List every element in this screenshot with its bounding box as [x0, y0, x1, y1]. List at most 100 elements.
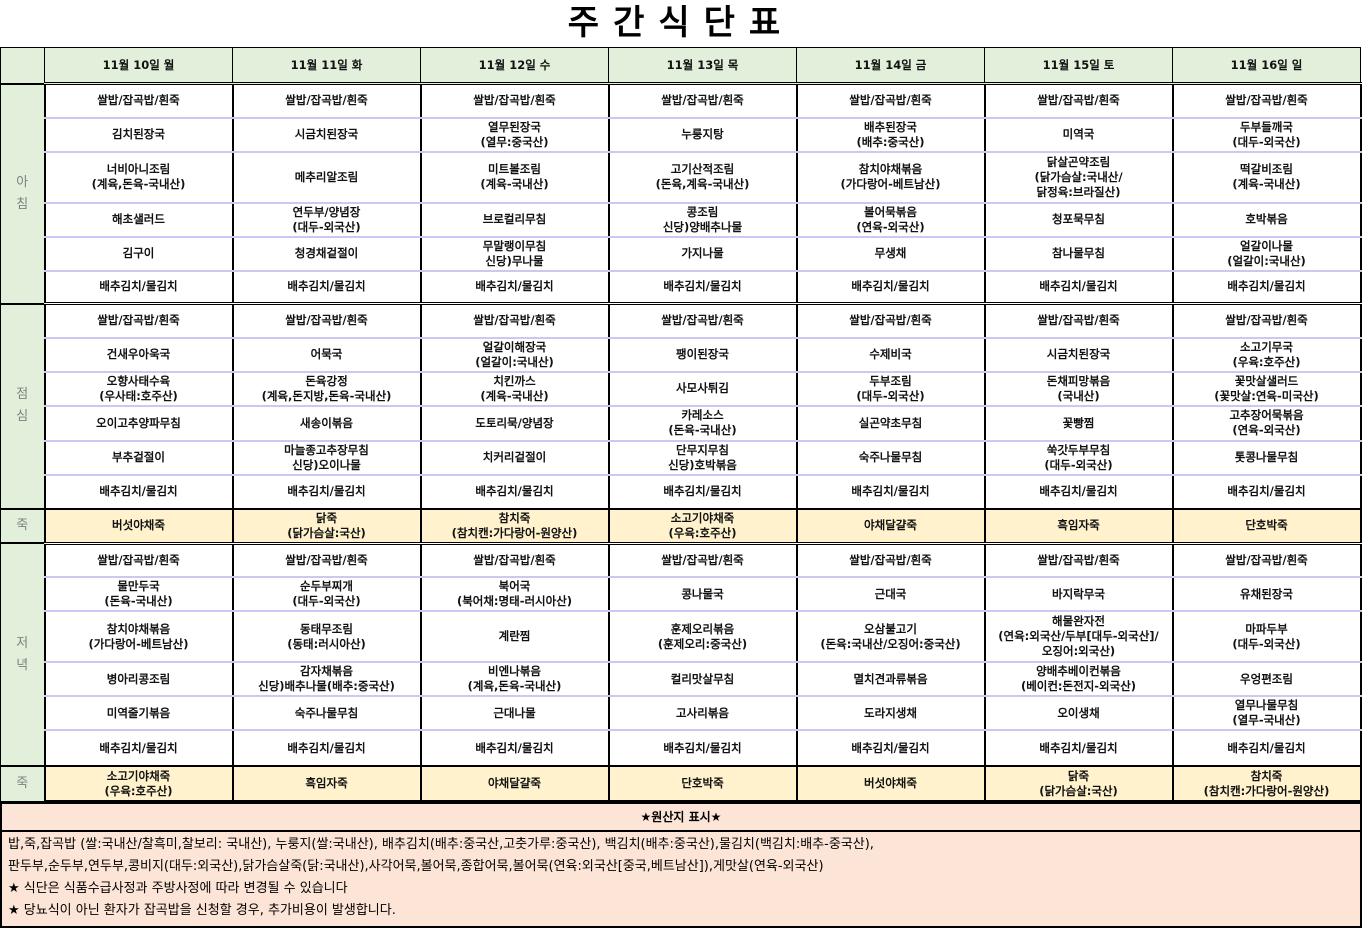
- menu-row: 김치된장국 시금치된장국 열무된장국 (열무:중국산) 누룽지탕 배추된장국 (배추:중…: [1, 117, 1362, 153]
- menu-cell: 근대국: [795, 577, 986, 612]
- day-header: 11월 16일 일: [1172, 47, 1361, 84]
- menu-row: 오이고추양파무침 새송이볶음 도토리묵/양념장 카레소스 (돈육-국내산) 실곤약초무침…: [1, 405, 1362, 442]
- menu-cell: 오이생채: [983, 696, 1174, 731]
- menu-cell: 꽃맛살샐러드 (꽃맛살:연육-미국산): [1171, 371, 1362, 407]
- menu-cell: 쌀밥/잡곡밥/흰죽: [607, 82, 798, 119]
- menu-cell: 쌀밥/잡곡밥/흰죽: [795, 302, 986, 339]
- menu-cell: 쑥갓두부무침 (대두-외국산): [983, 440, 1174, 476]
- menu-cell: 건새우아욱국: [43, 337, 234, 373]
- menu-cell: 배추김치/물김치: [231, 270, 422, 305]
- menu-cell: 배추김치/물김치: [231, 474, 422, 510]
- menu-cell: 고기산적조림 (돈육,계육-국내산): [607, 151, 798, 204]
- menu-cell: 숙주나물무침: [795, 440, 986, 476]
- menu-cell: 해초샐러드: [43, 202, 234, 238]
- menu-cell: 돈채피망볶음 (국내산): [983, 371, 1174, 407]
- menu-cell: 배추김치/물김치: [983, 474, 1174, 510]
- menu-cell: 오향사태수육 (우사태:호주산): [43, 371, 234, 407]
- menu-cell: 두부조림 (대두-외국산): [795, 371, 986, 407]
- menu-cell: 쌀밥/잡곡밥/흰죽: [1171, 302, 1362, 339]
- day-header: 11월 13일 목: [608, 47, 797, 84]
- menu-cell: 근대나물: [419, 696, 610, 731]
- menu-row: 병아리콩조림 감자채볶음 신당)배추나물(배추:중국산) 비엔나볶음 (계육,돈육-…: [1, 662, 1362, 697]
- menu-cell: 청경채겉절이: [231, 236, 422, 272]
- menu-cell: 청포묵무침: [983, 202, 1174, 238]
- menu-row: 부추겉절이 마늘종고추장무침 신당)오이나물 치커리겉절이 단무지무침 신당)호박볶음…: [1, 440, 1362, 476]
- menu-cell: 미트볼조림 (계육-국내산): [419, 151, 610, 204]
- menu-cell: 배추김치/물김치: [607, 474, 798, 510]
- menu-cell: 마파두부 (대두-외국산): [1171, 611, 1362, 663]
- origin-line: 밥,죽,잡곡밥 (쌀:국내산/찰흑미,찰보리: 국내산), 누룽지(쌀:국내산)…: [8, 837, 874, 852]
- day-header: 11월 11일 화: [232, 47, 421, 84]
- menu-cell: 참치야채볶음 (가다랑어-베트남산): [795, 151, 986, 204]
- menu-cell: 배추김치/물김치: [795, 474, 986, 510]
- origin-section: ★원산지 표시★ 밥,죽,잡곡밥 (쌀:국내산/찰흑미,찰보리: 국내산), 누…: [0, 802, 1362, 928]
- menu-cell: 무말랭이무침 신당)무나물: [419, 236, 610, 272]
- menu-cell: 배추김치/물김치: [419, 730, 610, 767]
- menu-cell: 숙주나물무침: [231, 696, 422, 731]
- menu-cell: 시금치된장국: [983, 337, 1174, 373]
- origin-heading: ★원산지 표시★: [2, 804, 1360, 832]
- menu-cell: 쌀밥/잡곡밥/흰죽: [1171, 82, 1362, 119]
- menu-cell: 참치죽 (참치캔:가다랑어-원양산): [1171, 765, 1362, 802]
- menu-cell: 배추김치/물김치: [43, 730, 234, 767]
- menu-cell: 흑임자죽: [231, 765, 422, 802]
- menu-cell: 고추장어묵볶음 (연육-외국산): [1171, 405, 1362, 442]
- menu-cell: 미역줄기볶음: [43, 696, 234, 731]
- menu-cell: 오이고추양파무침: [43, 405, 234, 442]
- menu-cell: 떡갈비조림 (계육-국내산): [1171, 151, 1362, 204]
- menu-cell: 부추겉절이: [43, 440, 234, 476]
- menu-cell: 쌀밥/잡곡밥/흰죽: [419, 302, 610, 339]
- menu-row: 배추김치/물김치 배추김치/물김치 배추김치/물김치 배추김치/물김치 배추김치/물김치…: [1, 270, 1362, 305]
- menu-cell: 브로컬리무침: [419, 202, 610, 238]
- menu-cell: 소고기야채죽 (우육:호주산): [607, 507, 798, 544]
- menu-cell: 단호박죽: [1171, 507, 1362, 544]
- menu-cell: 김구이: [43, 236, 234, 272]
- menu-cell: 시금치된장국: [231, 117, 422, 153]
- menu-cell: 배추김치/물김치: [419, 270, 610, 305]
- menu-row: 참치야채볶음 (가다랑어-베트남산) 동태무조림 (동태:러시아산) 계란찜 훈제오리…: [1, 611, 1362, 663]
- menu-cell: 쌀밥/잡곡밥/흰죽: [419, 541, 610, 578]
- menu-cell: 컬리맛살무침: [607, 662, 798, 697]
- menu-cell: 배추김치/물김치: [419, 474, 610, 510]
- menu-cell: 연두부/양념장 (대두-외국산): [231, 202, 422, 238]
- day-header: 11월 15일 토: [984, 47, 1173, 84]
- menu-cell: 배추김치/물김치: [1171, 270, 1362, 305]
- menu-cell: 야채달걀죽: [795, 507, 986, 544]
- menu-cell: 배추김치/물김치: [231, 730, 422, 767]
- menu-cell: 배추김치/물김치: [607, 730, 798, 767]
- meal-label: 점 심: [0, 302, 45, 509]
- menu-cell: 가지나물: [607, 236, 798, 272]
- notice-line: ★ 식단은 식품수급사정과 주방사정에 따라 변경될 수 있습니다: [8, 881, 348, 896]
- menu-cell: 쌀밥/잡곡밥/흰죽: [43, 82, 234, 119]
- menu-row: 배추김치/물김치 배추김치/물김치 배추김치/물김치 배추김치/물김치 배추김치/물김치…: [1, 474, 1362, 510]
- menu-cell: 배추김치/물김치: [1171, 730, 1362, 767]
- menu-cell: 야채달걀죽: [419, 765, 610, 802]
- notice-line: ★ 당뇨식이 아닌 환자가 잡곡밥을 신청할 경우, 추가비용이 발생합니다.: [8, 903, 396, 918]
- menu-cell: 쌀밥/잡곡밥/흰죽: [795, 82, 986, 119]
- menu-cell: 열무나물무침 (열무-국내산): [1171, 696, 1362, 731]
- menu-cell: 훈제오리볶음 (훈제오리:중국산): [607, 611, 798, 663]
- day-header: 11월 10일 월: [44, 47, 233, 84]
- origin-line: 판두부,순두부,연두부,콩비지(대두:외국산),닭가슴살죽(닭:국내산),사각어…: [8, 859, 824, 874]
- menu-cell: 오삼불고기 (돈육:국내산/오징어:중국산): [795, 611, 986, 663]
- menu-cell: 얼갈이나물 (얼갈이:국내산): [1171, 236, 1362, 272]
- menu-row: 김구이 청경채겉절이 무말랭이무침 신당)무나물 가지나물 무생채 참나물무침 얼갈이나물 …: [1, 236, 1362, 272]
- meal-label: 죽: [0, 507, 45, 544]
- menu-row: 오향사태수육 (우사태:호주산) 돈육강정 (계육,돈지방,돈육-국내산) 치킨까스…: [1, 371, 1362, 407]
- menu-cell: 미역국: [983, 117, 1174, 153]
- menu-cell: 볼어묵볶음 (연육-외국산): [795, 202, 986, 238]
- menu-cell: 계란찜: [419, 611, 610, 663]
- menu-cell: 쌀밥/잡곡밥/흰죽: [43, 302, 234, 339]
- menu-cell: 흑임자죽: [983, 507, 1174, 544]
- porridge-row: 죽 소고기야채죽 (우육:호주산) 흑임자죽 야채달걀죽 단호박죽 버섯야채죽 닭죽 (닭가…: [0, 765, 1362, 802]
- menu-cell: 배추김치/물김치: [983, 730, 1174, 767]
- header-row: 11월 10일 월 11월 11일 화 11월 12일 수 11월 13일 목 …: [0, 47, 1361, 84]
- menu-cell: 돈육강정 (계육,돈지방,돈육-국내산): [231, 371, 422, 407]
- menu-cell: 소고기야채죽 (우육:호주산): [43, 765, 234, 802]
- menu-cell: 닭죽 (닭가슴살:국산): [231, 507, 422, 544]
- menu-cell: 누룽지탕: [607, 117, 798, 153]
- menu-cell: 새송이볶음: [231, 405, 422, 442]
- meal-label: 아 침: [0, 82, 45, 304]
- menu-cell: 참나물무침: [983, 236, 1174, 272]
- menu-cell: 수제비국: [795, 337, 986, 373]
